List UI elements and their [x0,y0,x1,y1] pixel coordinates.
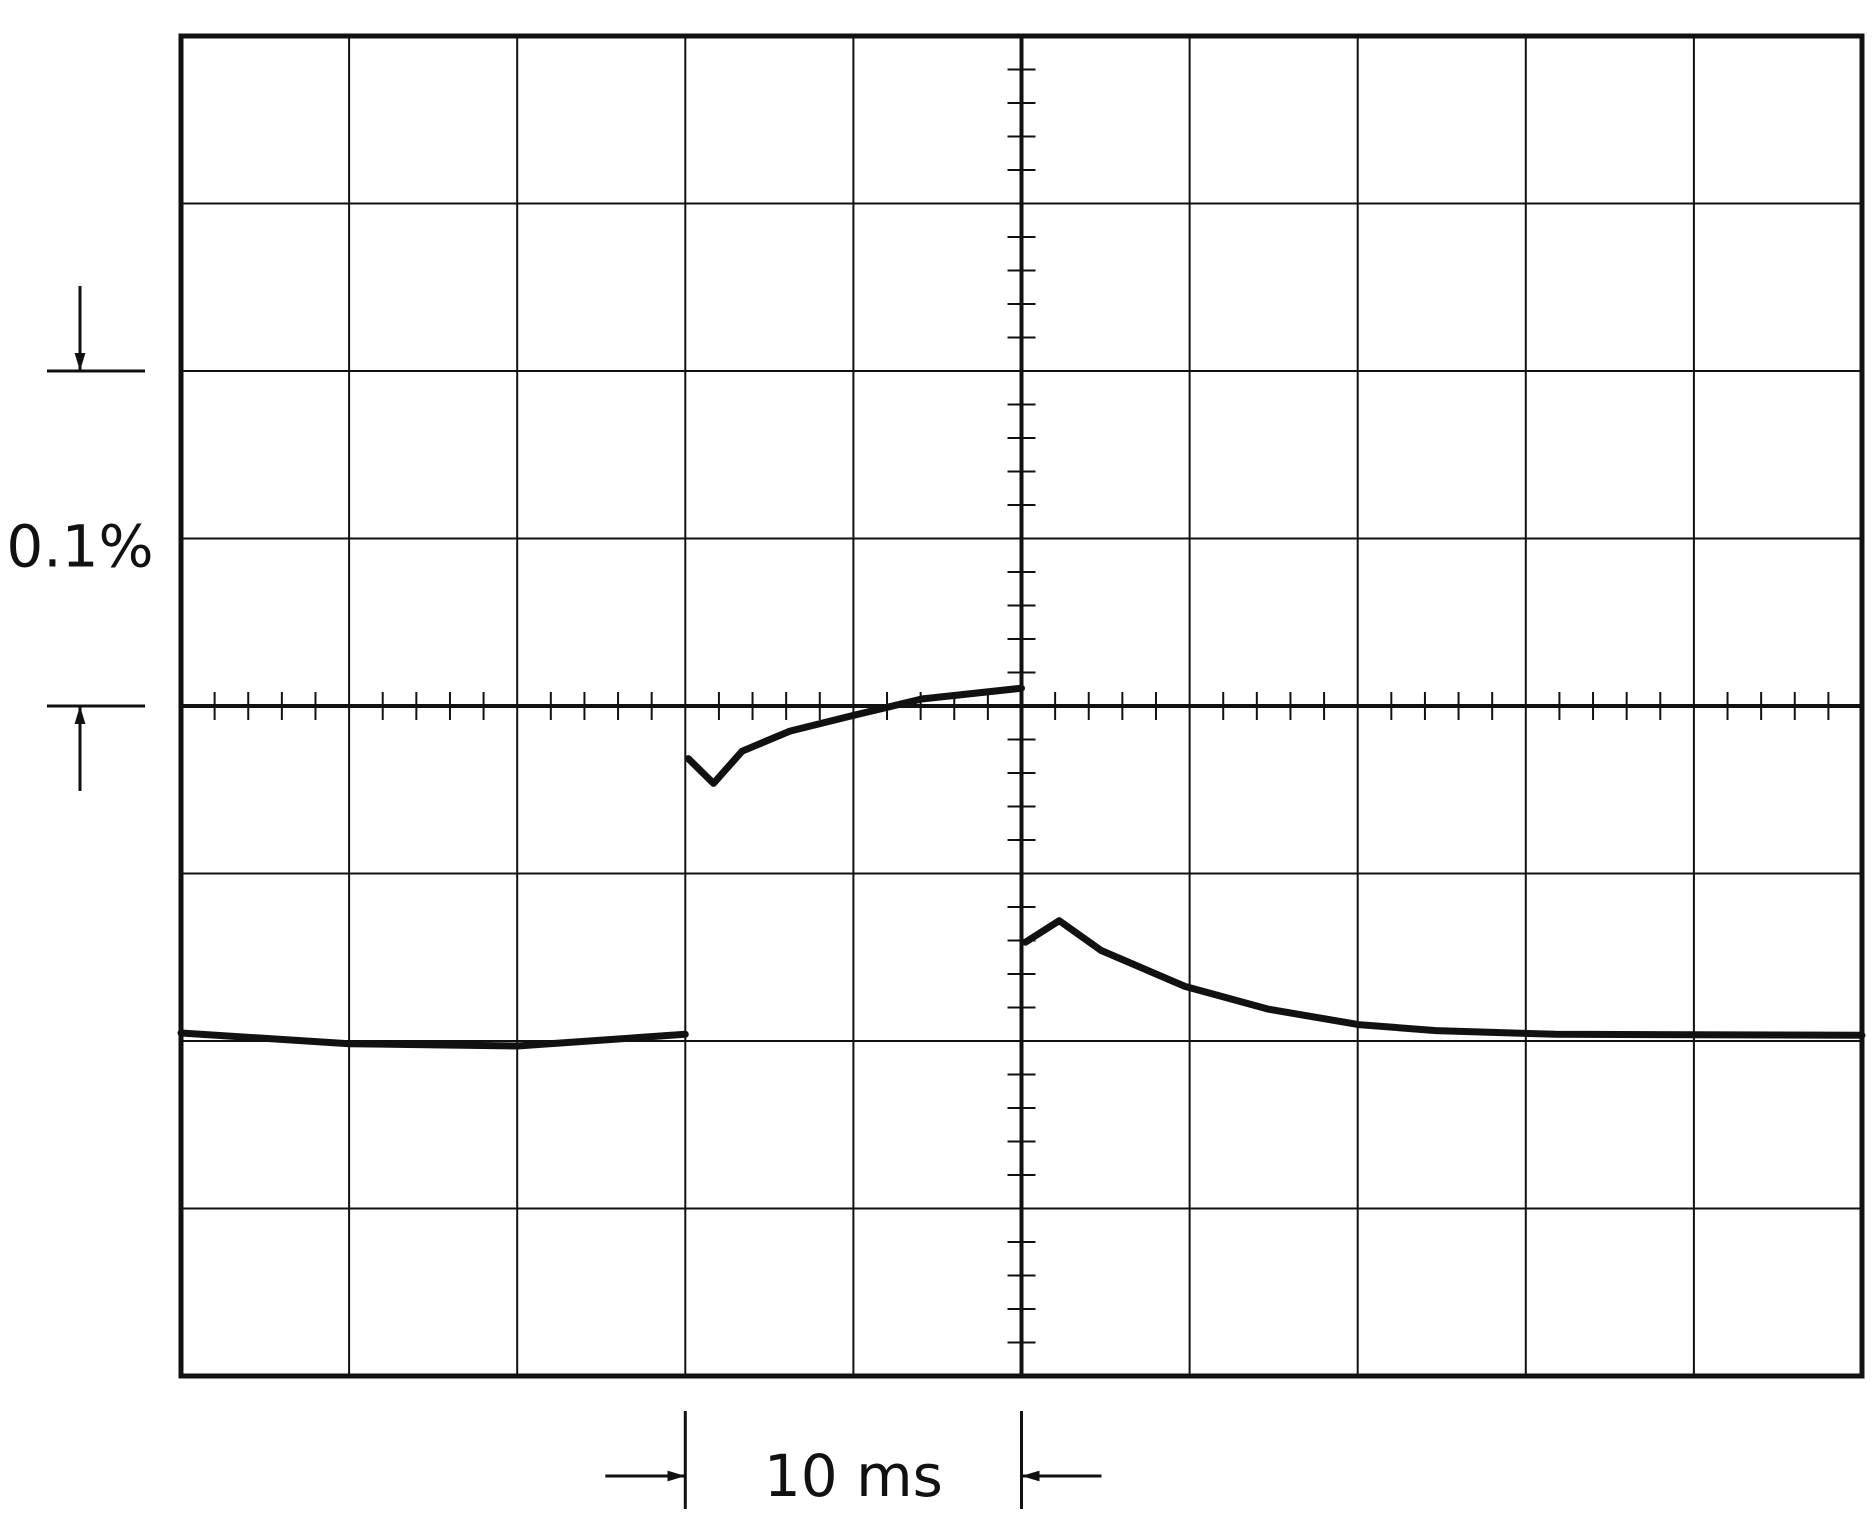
annotation-label: 10 ms [764,1442,943,1510]
annotation-label: 0.1% [6,513,153,581]
trace [177,684,1866,1050]
plot-frame [178,33,1865,1379]
